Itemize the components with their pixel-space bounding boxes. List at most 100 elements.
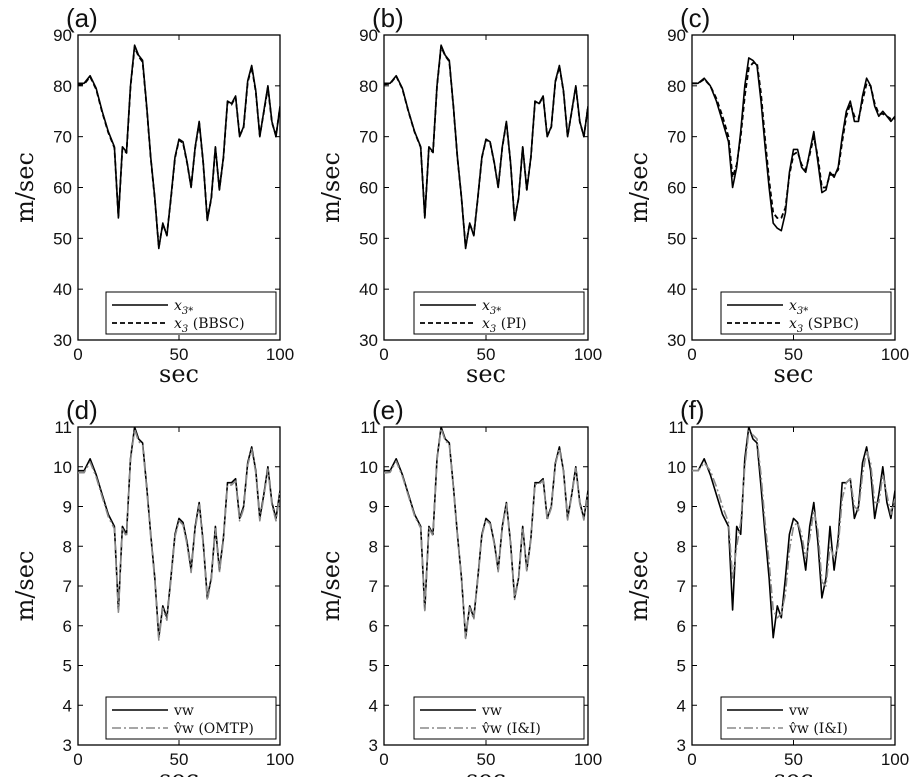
x-tick-label: 100 — [881, 750, 909, 769]
y-tick-label: 11 — [360, 418, 378, 437]
legend: x3*x3 (SPBC) — [720, 291, 892, 335]
x-tick-label: 100 — [574, 750, 602, 769]
y-tick-label: 8 — [677, 537, 686, 556]
y-tick-label: 5 — [63, 657, 72, 676]
x-tick-label: 100 — [266, 345, 294, 364]
legend-label: v̂w (I&I) — [481, 721, 541, 737]
legend-label: x3* — [482, 298, 501, 317]
series-line-1 — [384, 45, 588, 248]
y-tick-label: 9 — [677, 498, 686, 517]
legend-label: v̂w (I&I) — [788, 721, 848, 737]
chart-panel-0: 0 50 100 30 40 50 60 70 80 90 x3*x3 (BBSC) (a) sec m/… — [11, 3, 294, 388]
y-tick-label: 60 — [359, 179, 378, 198]
legend-label: vw — [173, 703, 194, 719]
y-tick-label: 10 — [359, 458, 378, 477]
y-tick-label: 5 — [369, 657, 378, 676]
y-tick-label: 9 — [369, 498, 378, 517]
legend-label: x3 (PI) — [482, 316, 527, 335]
y-tick-label: 5 — [677, 657, 686, 676]
legend: x3*x3 (PI) — [413, 291, 585, 335]
x-tick-label: 50 — [477, 750, 496, 769]
legend-label: x3 (BBSC) — [174, 316, 245, 335]
y-tick-label: 70 — [53, 128, 72, 147]
x-axis-title: sec — [466, 765, 506, 777]
x-tick-label: 0 — [73, 345, 82, 364]
y-tick-label: 60 — [667, 179, 686, 198]
x-axis-title: sec — [774, 360, 814, 388]
y-tick-label: 9 — [63, 498, 72, 517]
y-tick-label: 4 — [369, 696, 378, 715]
panel-label: (b) — [372, 3, 404, 33]
y-axis-title: m/sec — [317, 551, 345, 622]
y-tick-label: 90 — [359, 26, 378, 45]
x-axis-title: sec — [159, 765, 199, 777]
y-tick-label: 4 — [677, 696, 686, 715]
chart-panel-3: 0 50 100 3 4 5 6 7 8 9 10 11 vw v̂w (OMTP) (d) sec m/sec — [11, 395, 294, 777]
y-axis-title: m/sec — [317, 152, 345, 223]
y-tick-label: 50 — [53, 229, 72, 248]
x-axis-title: sec — [159, 360, 199, 388]
plot-area-frame — [77, 34, 281, 341]
series-line-1 — [78, 428, 280, 641]
chart-panel-4: 0 50 100 3 4 5 6 7 8 9 10 11 vw v̂w (I&I) (e) sec m/sec — [317, 395, 602, 777]
x-axis-title: sec — [466, 360, 506, 388]
y-tick-label: 8 — [63, 537, 72, 556]
series-line-1 — [384, 427, 588, 640]
x-tick-label: 0 — [687, 750, 696, 769]
y-tick-label: 10 — [667, 458, 686, 477]
legend-box — [105, 696, 277, 740]
y-tick-label: 80 — [53, 77, 72, 96]
series-line-1 — [692, 62, 895, 219]
series-line-1 — [78, 46, 280, 248]
legend: vw v̂w (I&I) — [413, 696, 585, 740]
legend-label: x3* — [174, 298, 193, 317]
legend: vw v̂w (I&I) — [720, 696, 892, 740]
y-tick-label: 40 — [667, 280, 686, 299]
legend: vw v̂w (OMTP) — [105, 696, 277, 740]
legend-label: vw — [481, 703, 502, 719]
legend-label: x3 (SPBC) — [789, 316, 859, 335]
y-axis-title: m/sec — [625, 152, 653, 223]
x-tick-label: 0 — [379, 750, 388, 769]
plot-area-frame — [383, 34, 589, 341]
series-line-1 — [692, 430, 895, 619]
y-tick-label: 11 — [668, 418, 686, 437]
panel-label: (a) — [66, 3, 98, 33]
y-tick-label: 60 — [53, 179, 72, 198]
y-tick-label: 70 — [359, 128, 378, 147]
y-tick-label: 80 — [667, 77, 686, 96]
panel-label: (d) — [66, 395, 98, 425]
panel-label: (f) — [680, 395, 705, 425]
series-line-0 — [692, 427, 895, 639]
legend-box — [105, 291, 277, 335]
x-tick-label: 0 — [687, 345, 696, 364]
y-axis-title: m/sec — [11, 152, 39, 223]
y-tick-label: 3 — [369, 736, 378, 755]
x-tick-label: 50 — [784, 345, 803, 364]
x-tick-label: 0 — [379, 345, 388, 364]
legend-label: v̂w (OMTP) — [173, 721, 254, 737]
y-tick-label: 3 — [677, 736, 686, 755]
y-tick-label: 50 — [667, 229, 686, 248]
x-tick-label: 0 — [73, 750, 82, 769]
x-tick-label: 50 — [170, 345, 189, 364]
y-tick-label: 7 — [63, 577, 72, 596]
y-tick-label: 3 — [63, 736, 72, 755]
y-tick-label: 30 — [53, 331, 72, 350]
y-tick-label: 30 — [667, 331, 686, 350]
y-tick-label: 6 — [369, 617, 378, 636]
y-axis-title: m/sec — [11, 551, 39, 622]
legend-label: x3* — [789, 298, 808, 317]
legend-label: vw — [788, 703, 809, 719]
x-tick-label: 50 — [784, 750, 803, 769]
x-axis-title: sec — [774, 765, 814, 777]
y-tick-label: 30 — [359, 331, 378, 350]
chart-panel-1: 0 50 100 30 40 50 60 70 80 90 x3*x3 (PI) (b) sec m/se… — [317, 3, 602, 388]
x-tick-label: 100 — [266, 750, 294, 769]
y-tick-label: 40 — [359, 280, 378, 299]
y-tick-label: 8 — [369, 537, 378, 556]
x-tick-label: 50 — [477, 345, 496, 364]
y-tick-label: 7 — [677, 577, 686, 596]
y-tick-label: 40 — [53, 280, 72, 299]
